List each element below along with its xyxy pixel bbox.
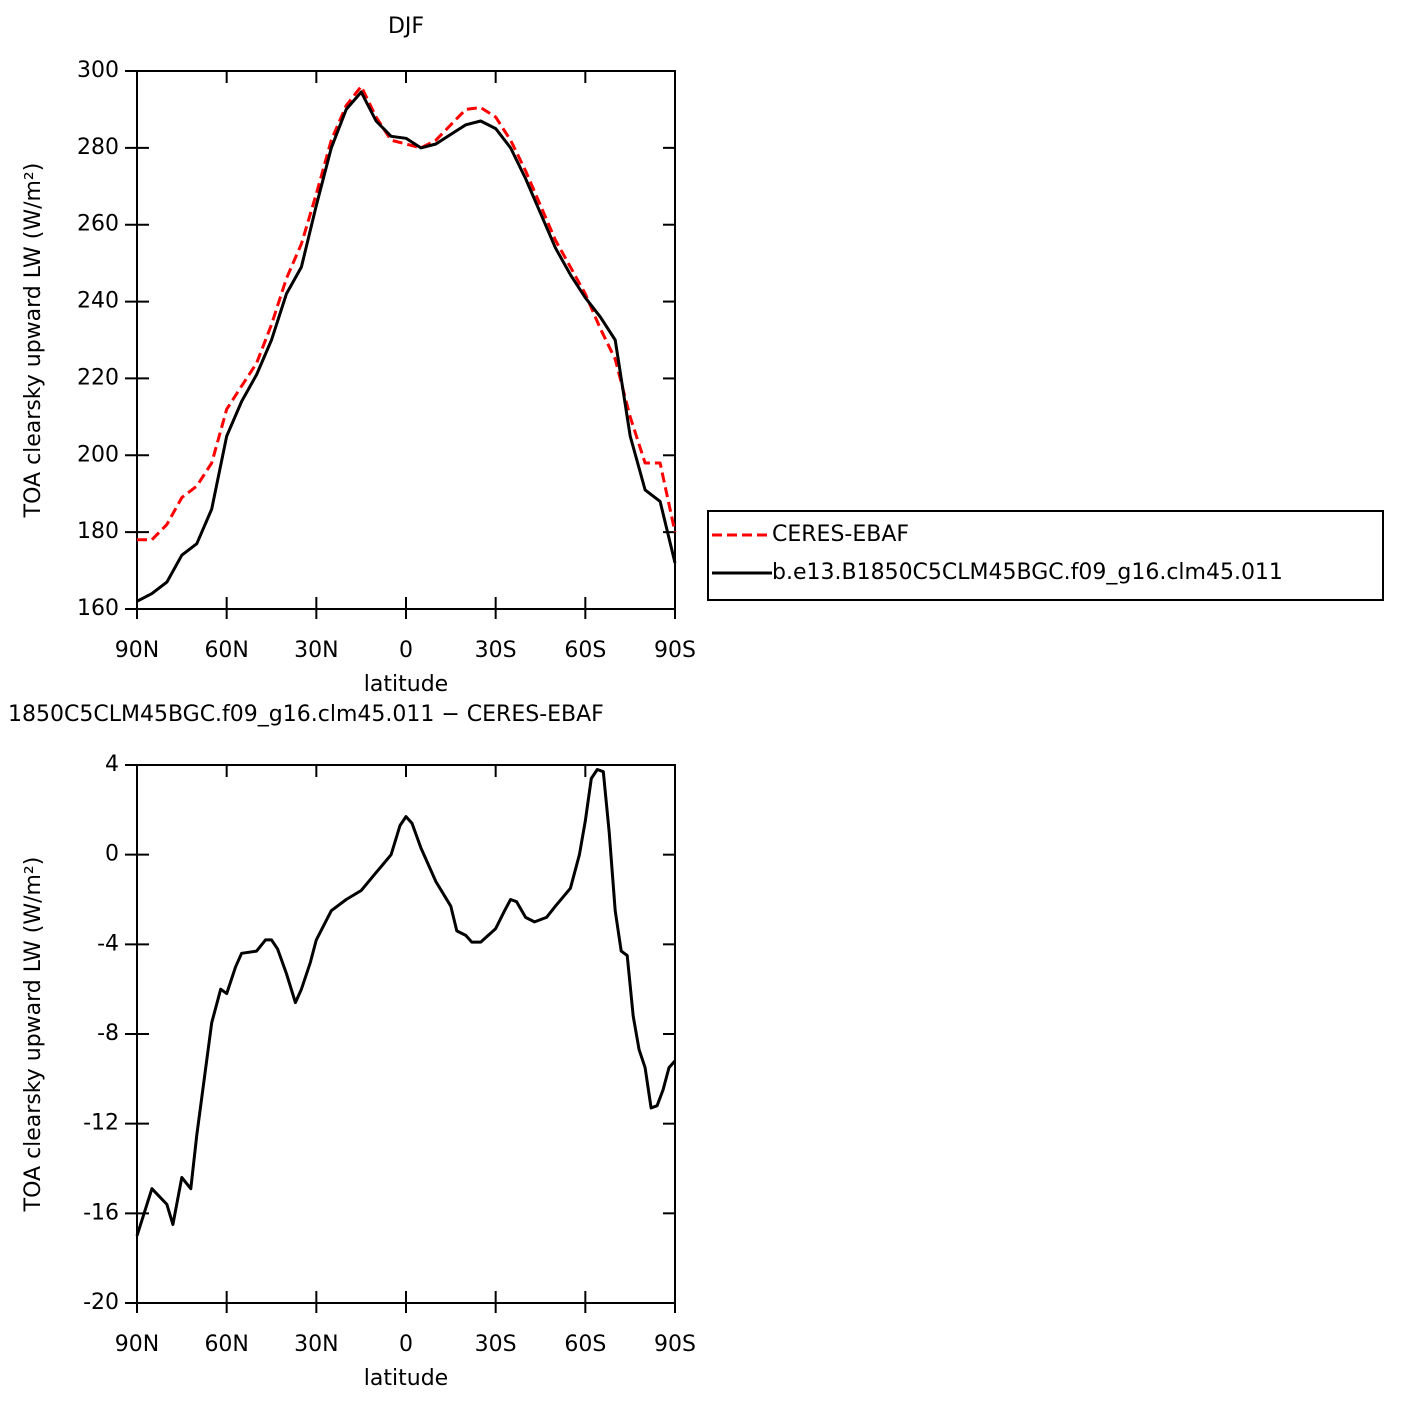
x-tick-label: 90S xyxy=(654,1332,696,1357)
x-axis-label: latitude xyxy=(364,1366,448,1391)
x-tick-label: 90N xyxy=(115,638,159,663)
y-tick-label: 180 xyxy=(77,519,119,544)
x-tick-label: 90S xyxy=(654,638,696,663)
y-tick-label: -8 xyxy=(97,1021,119,1046)
x-tick-label: 0 xyxy=(399,1332,413,1357)
x-axis-label: latitude xyxy=(364,672,448,697)
y-tick-label: 240 xyxy=(77,289,119,314)
x-tick-label: 30S xyxy=(475,638,517,663)
y-tick-label: 220 xyxy=(77,365,119,390)
x-tick-label: 90N xyxy=(115,1332,159,1357)
y-tick-label: 300 xyxy=(77,58,119,83)
x-tick-label: 60N xyxy=(204,1332,248,1357)
data-line xyxy=(137,84,677,542)
legend-label: b.e13.B1850C5CLM45BGC.f09_g16.clm45.011 xyxy=(772,560,1283,585)
legend: CERES-EBAF b.e13.B1850C5CLM45BGC.f09_g16.… xyxy=(707,510,1384,601)
x-tick-label: 30N xyxy=(294,638,338,663)
y-tick-label: 200 xyxy=(77,442,119,467)
plot-frame xyxy=(136,764,676,1304)
data-line xyxy=(135,768,677,1237)
y-tick-label: 260 xyxy=(77,212,119,237)
y-tick-label: 0 xyxy=(105,842,119,867)
y-tick-label: -16 xyxy=(83,1200,119,1225)
legend-label: CERES-EBAF xyxy=(772,522,909,547)
x-tick-label: 30S xyxy=(475,1332,517,1357)
x-tick-label: 30N xyxy=(294,1332,338,1357)
data-line xyxy=(136,90,677,603)
chart-title: 1850C5CLM45BGC.f09_g16.clm45.011 − CERES… xyxy=(8,702,604,727)
y-tick-label: -12 xyxy=(83,1111,119,1136)
x-tick-label: 60S xyxy=(564,1332,606,1357)
y-tick-label: -20 xyxy=(83,1290,119,1315)
y-axis-label: TOA clearsky upward LW (W/m²) xyxy=(21,163,46,519)
x-tick-label: 60S xyxy=(564,638,606,663)
y-tick-label: 160 xyxy=(77,596,119,621)
chart-title: DJF xyxy=(388,14,424,39)
y-tick-label: -4 xyxy=(97,931,119,956)
y-axis-label: TOA clearsky upward LW (W/m²) xyxy=(21,857,46,1213)
x-tick-label: 0 xyxy=(399,638,413,663)
legend-box xyxy=(707,510,1384,601)
y-tick-label: 280 xyxy=(77,135,119,160)
x-tick-label: 60N xyxy=(204,638,248,663)
plot-frame xyxy=(136,70,676,610)
y-tick-label: 4 xyxy=(105,752,119,777)
